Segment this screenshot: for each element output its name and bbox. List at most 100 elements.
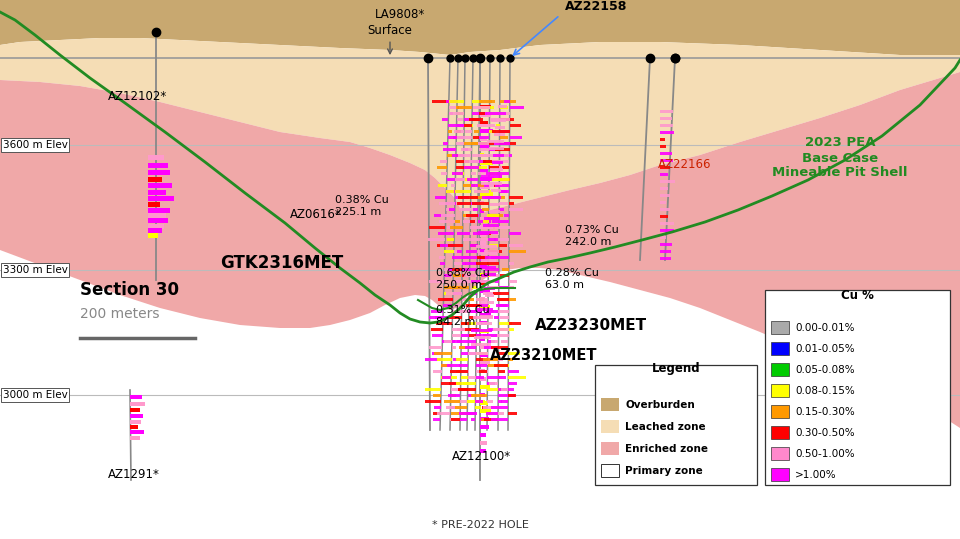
Bar [474,130,479,133]
Bar [435,316,452,319]
Bar [456,160,468,163]
Bar [481,182,502,185]
Bar [494,184,510,187]
Bar [476,322,481,325]
Bar [457,106,462,109]
Bar [660,229,674,232]
Bar [462,310,477,313]
Bar [470,220,474,223]
Polygon shape [0,72,960,428]
Bar [148,218,168,223]
Bar [444,286,457,289]
Bar [465,130,471,133]
Bar [660,124,673,127]
Bar [483,322,488,325]
Bar [440,244,454,247]
Bar [601,420,619,433]
Bar [448,112,453,115]
Text: AZ12100*: AZ12100* [452,450,511,463]
Bar [457,202,470,205]
Bar [771,321,789,334]
Bar [447,148,453,151]
Bar [660,201,666,204]
Bar [441,262,444,265]
Bar [468,262,477,265]
Bar [771,384,789,397]
Bar [509,232,520,235]
Bar [498,304,507,307]
Bar [509,280,517,283]
Text: 0.30-0.50%: 0.30-0.50% [795,428,854,438]
Bar [492,256,509,259]
Bar [444,304,458,307]
Bar [478,142,490,145]
Bar [452,154,464,157]
Bar [498,364,509,367]
Bar [464,124,472,127]
Bar [428,226,445,229]
Bar [504,214,509,217]
Bar [475,400,483,403]
Bar [463,238,470,241]
Bar [459,346,468,349]
Bar [455,196,468,199]
Bar [498,298,516,301]
Bar [489,286,502,289]
Bar [486,268,499,271]
Bar [481,148,490,151]
Bar [660,243,672,246]
Bar [480,425,489,429]
Bar [501,388,508,391]
Bar [457,328,468,331]
Bar [480,153,492,157]
Bar [458,154,471,157]
Bar [472,100,482,103]
Text: 0.28% Cu
63.0 m: 0.28% Cu 63.0 m [545,268,599,289]
Bar [467,304,477,307]
Bar [468,376,477,379]
Bar [452,340,468,343]
Bar [442,364,448,367]
Bar [448,244,463,247]
Bar [458,196,463,199]
Bar [424,388,442,391]
Bar [130,420,141,424]
Text: 0.31% Cu
84.2 m: 0.31% Cu 84.2 m [436,305,490,327]
Bar [499,220,510,223]
Bar [457,118,463,121]
Bar [428,238,445,241]
Bar [499,142,516,145]
Bar [456,382,468,385]
Bar [498,370,505,373]
Bar [508,394,516,397]
Bar [509,352,519,355]
Bar [479,370,488,373]
Bar [457,232,470,235]
Text: >1.00%: >1.00% [795,470,836,480]
Bar [509,208,523,211]
Bar [448,124,466,127]
Bar [500,316,509,319]
Bar [452,310,466,313]
Bar [148,196,174,201]
Text: Cu %: Cu % [841,289,874,302]
Bar [461,388,470,391]
Bar [499,208,504,211]
Bar [429,280,444,283]
Bar [449,112,465,115]
Bar [148,208,170,213]
Bar [771,405,789,418]
Bar [484,273,495,276]
Bar [480,304,488,307]
Bar [447,238,454,241]
Bar [476,352,489,355]
Bar [499,244,507,247]
Bar [480,209,489,213]
Bar [473,208,478,211]
Bar [446,406,461,409]
Bar [478,184,485,187]
Bar [470,343,491,346]
Bar [446,202,456,205]
Bar [480,345,492,349]
Bar [444,268,451,271]
